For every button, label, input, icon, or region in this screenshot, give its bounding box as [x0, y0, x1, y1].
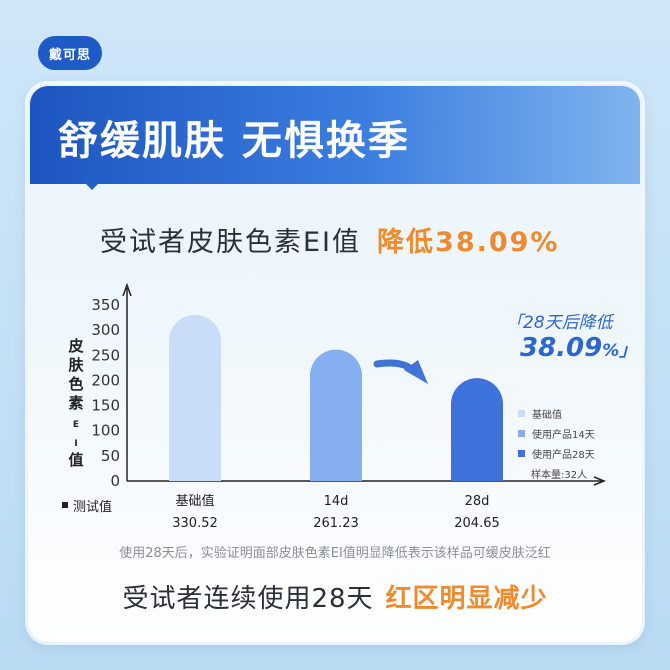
- subtitle-text: 受试者皮肤色素EI值: [100, 227, 362, 258]
- row-marker: [62, 502, 68, 508]
- y-tick-label: 250: [91, 346, 120, 364]
- legend-swatch: [518, 429, 525, 437]
- bar-1: [169, 314, 221, 481]
- footnote: 使用28天后，实验证明面部皮肤色素EI值明显降低表示该样品可缓皮肤泛红: [119, 546, 551, 561]
- callout-caption: 「28天后降低: [506, 313, 613, 333]
- bar-2: [310, 349, 362, 481]
- chart-legend: 基础值 使用产品14天 使用产品28天 样本量:32人: [518, 403, 595, 483]
- conclusion: 受试者连续使用28天 红区明显减少: [0, 578, 670, 615]
- x-axis-arrow: [593, 476, 607, 486]
- x-category-label: 基础值: [175, 493, 214, 509]
- legend-label: 基础值: [532, 409, 562, 421]
- value-label: 204.65: [454, 516, 500, 531]
- legend-swatch: [518, 449, 525, 457]
- callout-value-line: 38.09%」: [520, 333, 636, 363]
- y-tick-label: 200: [91, 371, 120, 389]
- y-tick-label: 300: [91, 321, 120, 339]
- legend-label: 使用产品28天: [532, 449, 595, 461]
- legend-item-14d: 使用产品14天: [518, 423, 595, 443]
- y-axis-label-char: 值: [68, 451, 83, 469]
- value-label: 330.52: [172, 516, 218, 531]
- sample-size-note: 样本量:32人: [531, 469, 588, 481]
- trend-arrowhead-icon: [404, 360, 428, 384]
- callout-value: 38.09: [520, 333, 603, 363]
- y-tick-label: 100: [91, 422, 120, 440]
- y-tick-label: 0: [110, 472, 120, 490]
- row-label: 测试值: [73, 499, 112, 515]
- bar-3: [451, 378, 503, 481]
- conclusion-text: 受试者连续使用28天: [122, 584, 374, 614]
- y-axis-label-char: 色: [68, 375, 83, 393]
- y-tick-label: 150: [91, 397, 120, 415]
- header-banner: [30, 86, 640, 184]
- reduction-callout: 「28天后降低 38.09%」: [506, 308, 636, 363]
- legend-swatch: [518, 409, 525, 417]
- x-category-label: 28d: [465, 494, 490, 509]
- y-tick-label: 350: [91, 296, 120, 314]
- subtitle-highlight: 降低38.09%: [377, 227, 560, 258]
- headline: 舒缓肌肤 无惧换季: [58, 118, 410, 164]
- y-axis-label-char: 肤: [68, 356, 84, 374]
- value-label: 261.23: [313, 516, 359, 531]
- subtitle: 受试者皮肤色素EI值 降低38.09%: [100, 220, 560, 259]
- y-axis-label-char: 皮: [68, 337, 83, 355]
- y-axis-label-char: E: [73, 420, 79, 430]
- y-axis-arrow: [122, 282, 132, 297]
- banner-tail: [82, 180, 102, 190]
- conclusion-highlight: 红区明显减少: [385, 584, 548, 614]
- legend-item-baseline: 基础值: [518, 403, 595, 423]
- x-category-label: 14d: [324, 494, 349, 509]
- y-axis-label-char: I: [74, 439, 77, 449]
- brand-logo: 戴可思: [38, 36, 102, 70]
- y-axis-label-char: 素: [68, 394, 83, 412]
- legend-item-28d: 使用产品28天: [518, 443, 595, 463]
- legend-label: 使用产品14天: [532, 429, 595, 441]
- y-tick-label: 50: [101, 447, 120, 465]
- callout-suffix: %」: [602, 341, 637, 361]
